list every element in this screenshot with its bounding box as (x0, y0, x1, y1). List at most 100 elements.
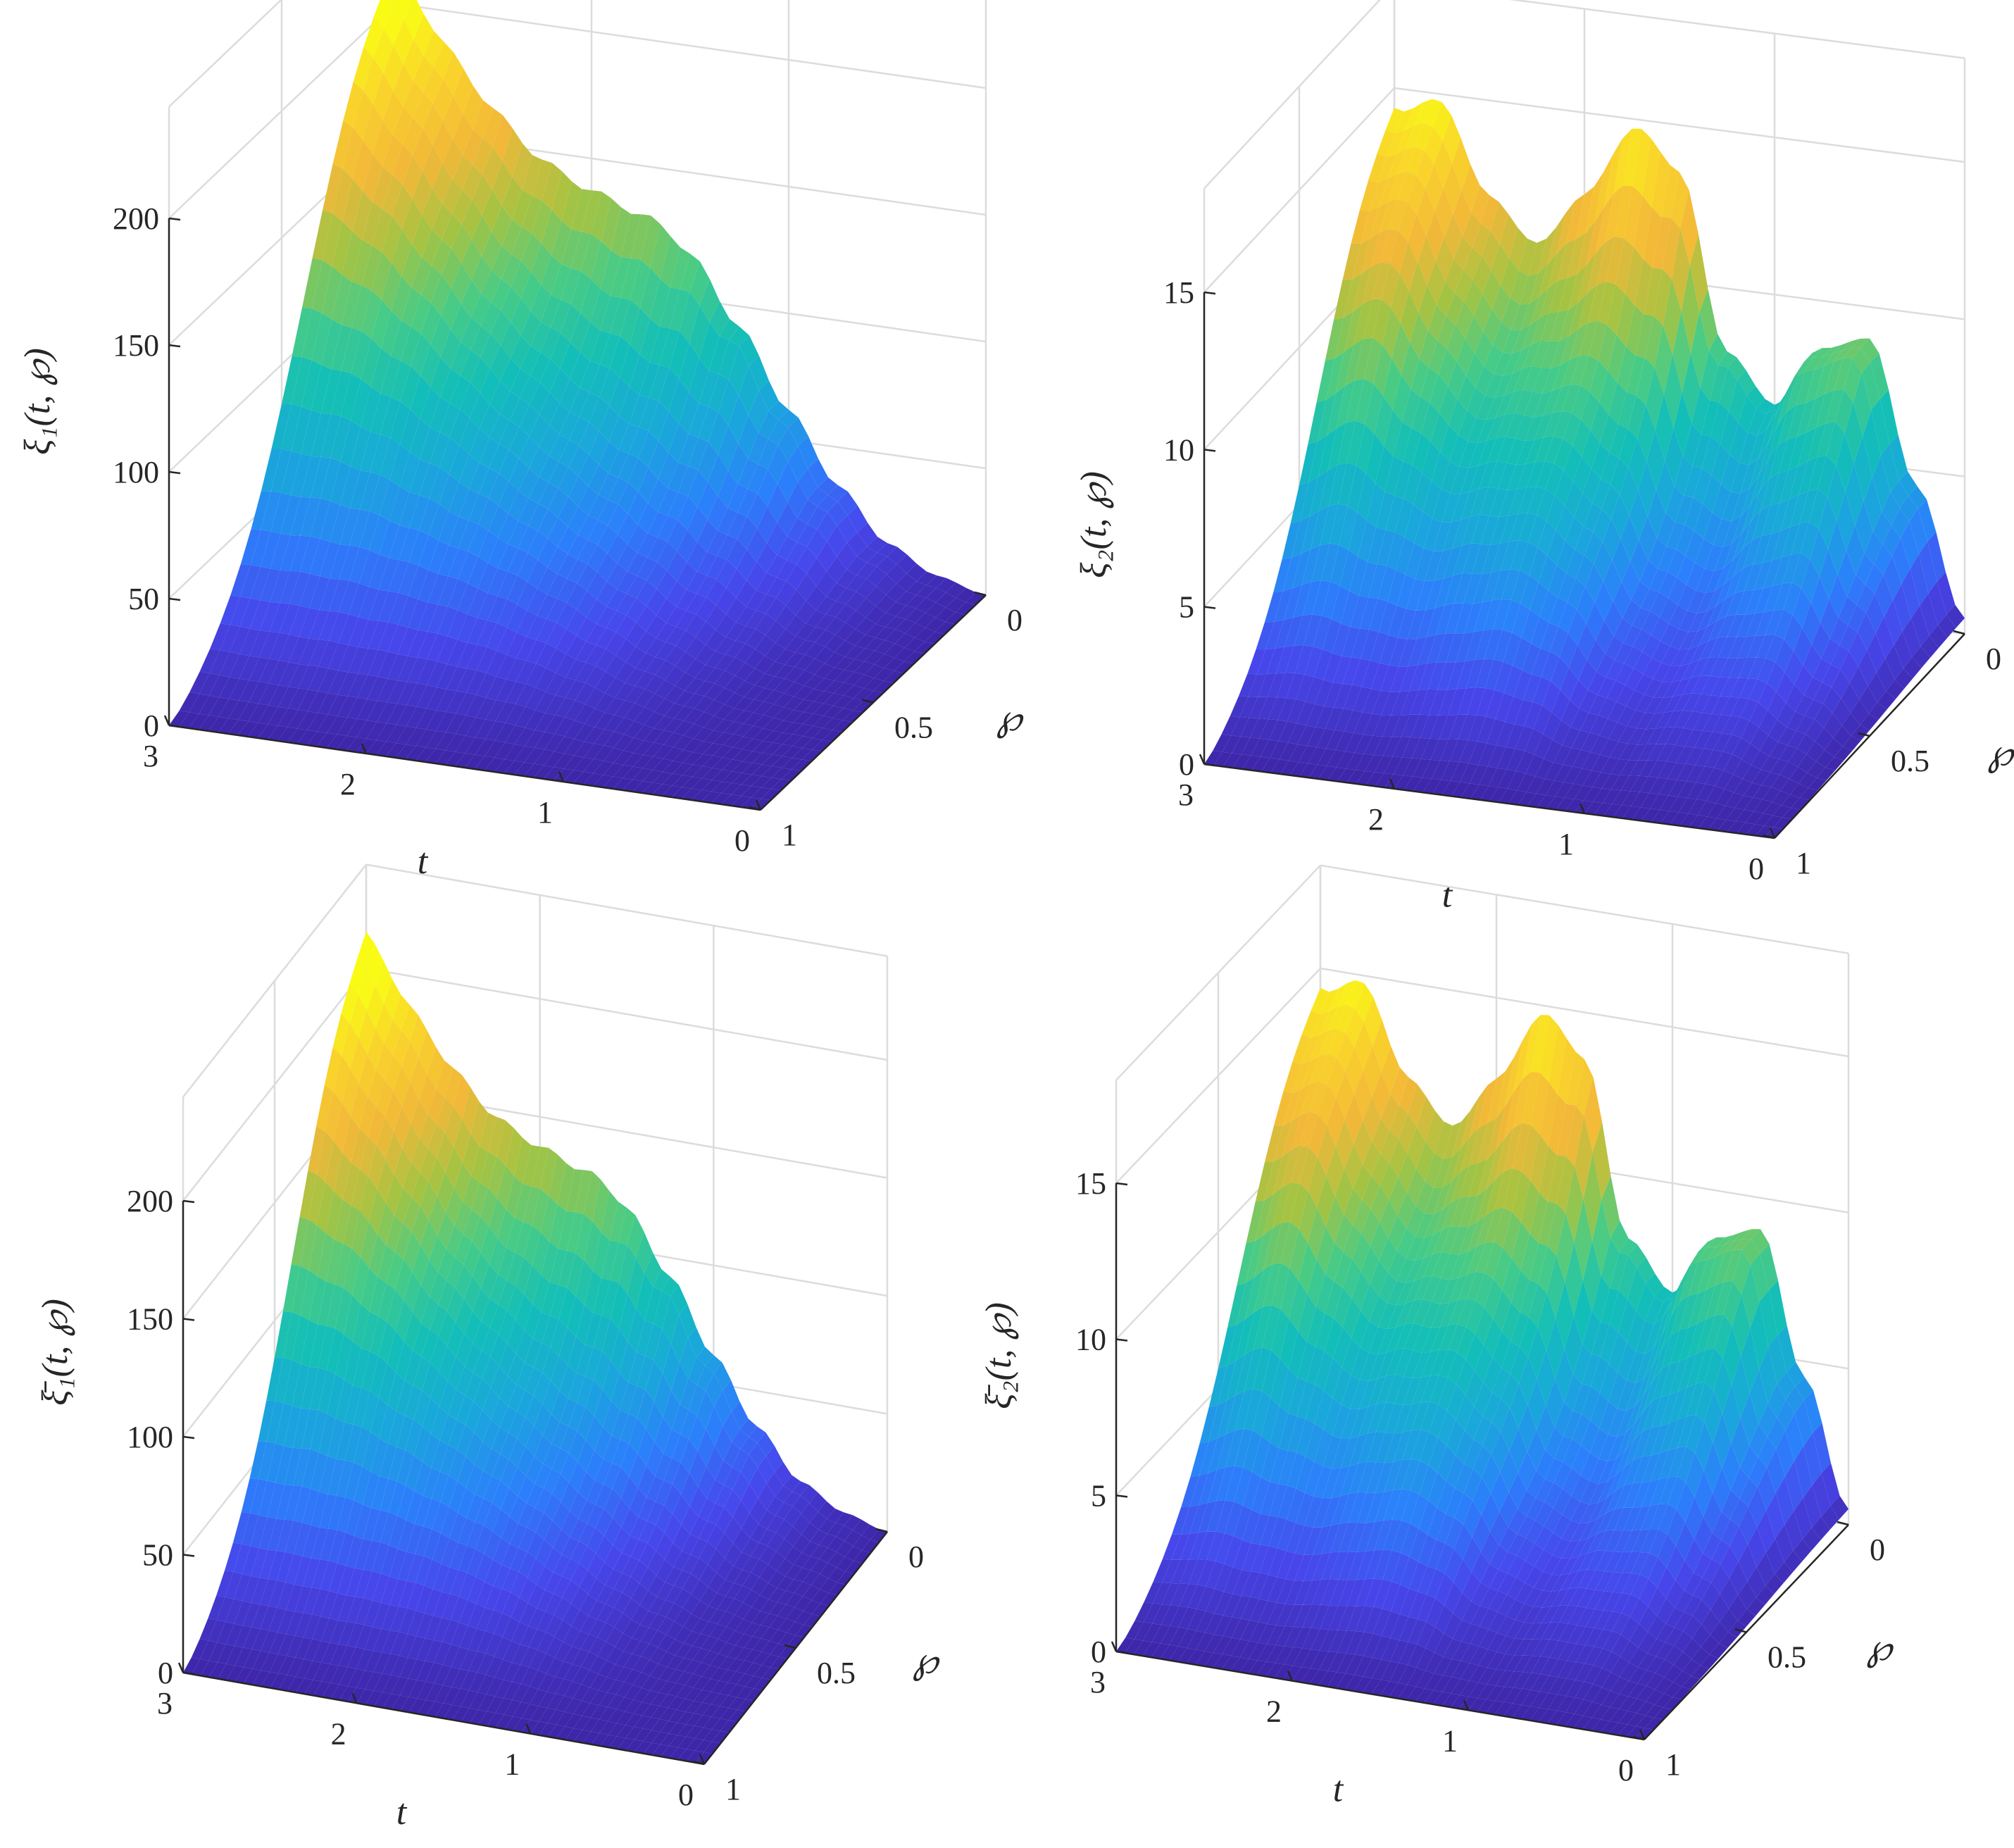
surface-face (1509, 227, 1527, 270)
surface-face (677, 530, 698, 563)
surface-face (1584, 1077, 1602, 1152)
surface-face (377, 1244, 395, 1283)
surface-face (1757, 409, 1776, 436)
surface-face (1876, 658, 1895, 692)
surface-face (238, 721, 258, 737)
surface-face (649, 401, 669, 441)
surface-face (1651, 641, 1670, 663)
surface-face (914, 642, 935, 654)
surface-face (706, 1446, 724, 1480)
surface-face (1344, 304, 1363, 352)
surface-face (1833, 725, 1852, 747)
surface-face (861, 1524, 879, 1540)
surface-face (1697, 801, 1716, 817)
surface-face (1730, 697, 1749, 718)
surface-face (492, 1509, 510, 1538)
surface-face (280, 451, 301, 496)
surface-face (1560, 700, 1580, 728)
surface-face (704, 683, 725, 700)
surface-face (406, 683, 427, 707)
surface-face (677, 1736, 695, 1749)
surface-face (1478, 743, 1496, 767)
surface-face (1315, 1350, 1334, 1391)
surface-face (570, 313, 591, 353)
surface-face (1572, 1413, 1591, 1445)
surface-face (329, 1593, 346, 1621)
surface-face (1527, 794, 1546, 808)
surface-face (767, 523, 787, 555)
surface-face (742, 1572, 760, 1590)
surface-face (596, 628, 616, 649)
surface-face (463, 1275, 481, 1311)
surface-face (1472, 1445, 1491, 1478)
surface-face (661, 1276, 679, 1297)
surface-face (718, 1611, 735, 1628)
surface-face (1353, 687, 1371, 713)
surface-face (490, 310, 511, 346)
surface-face (678, 392, 699, 435)
surface-face (672, 775, 693, 787)
surface-face (633, 754, 653, 768)
surface-face (694, 665, 715, 681)
surface-face (1304, 1496, 1322, 1528)
surface-face (587, 520, 608, 545)
surface-face (1418, 1500, 1437, 1535)
surface-face (1591, 1356, 1609, 1393)
surface-face (1819, 549, 1838, 599)
surface-face (727, 483, 748, 513)
surface-face (1460, 1163, 1478, 1198)
surface-face (1790, 783, 1808, 798)
surface-face (663, 1484, 682, 1514)
surface-face (925, 602, 946, 618)
surface-face (724, 1490, 742, 1517)
surface-face (389, 1606, 408, 1632)
surface-face (1552, 720, 1571, 746)
surface-face (283, 1312, 301, 1361)
surface-face (1325, 318, 1344, 361)
surface-face (455, 1264, 473, 1299)
surface-face (179, 692, 200, 713)
surface-face (1305, 1461, 1323, 1497)
surface-face (439, 437, 460, 475)
surface-face (345, 1500, 363, 1536)
surface-face (580, 323, 601, 361)
surface-face (268, 706, 289, 726)
surface-face (242, 1546, 259, 1576)
surface-face (551, 171, 572, 221)
surface-face (1351, 628, 1370, 658)
surface-face (1213, 1636, 1232, 1654)
surface-face (577, 1472, 595, 1501)
surface-face (373, 73, 394, 121)
surface-face (1540, 311, 1559, 342)
surface-face (525, 1395, 543, 1426)
surface-face (1283, 585, 1302, 620)
surface-face (1639, 760, 1658, 777)
surface-face (619, 1294, 637, 1342)
surface-face (1349, 556, 1368, 596)
surface-face (318, 640, 339, 669)
surface-face (717, 535, 737, 560)
surface-face (673, 763, 693, 775)
surface-face (450, 342, 471, 376)
surface-face (853, 688, 874, 701)
surface-face (1431, 760, 1450, 780)
surface-face (1363, 997, 1382, 1047)
surface-face (1591, 1275, 1610, 1323)
surface-face (1611, 775, 1630, 791)
surface-face (1418, 635, 1436, 666)
surface-face (410, 418, 430, 459)
surface-face (511, 189, 532, 227)
surface-face (1608, 335, 1626, 383)
surface-face (431, 1406, 449, 1441)
surface-face (423, 1499, 441, 1530)
surface-face (782, 746, 803, 758)
surface-face (1440, 425, 1458, 461)
surface-face (419, 1114, 437, 1149)
surface-face (343, 1205, 361, 1249)
surface-face (523, 1144, 540, 1187)
surface-face (532, 1189, 549, 1233)
surface-face (485, 1633, 503, 1656)
surface-face (538, 1673, 556, 1692)
surface-face (1629, 760, 1648, 776)
surface-face (1672, 678, 1691, 697)
